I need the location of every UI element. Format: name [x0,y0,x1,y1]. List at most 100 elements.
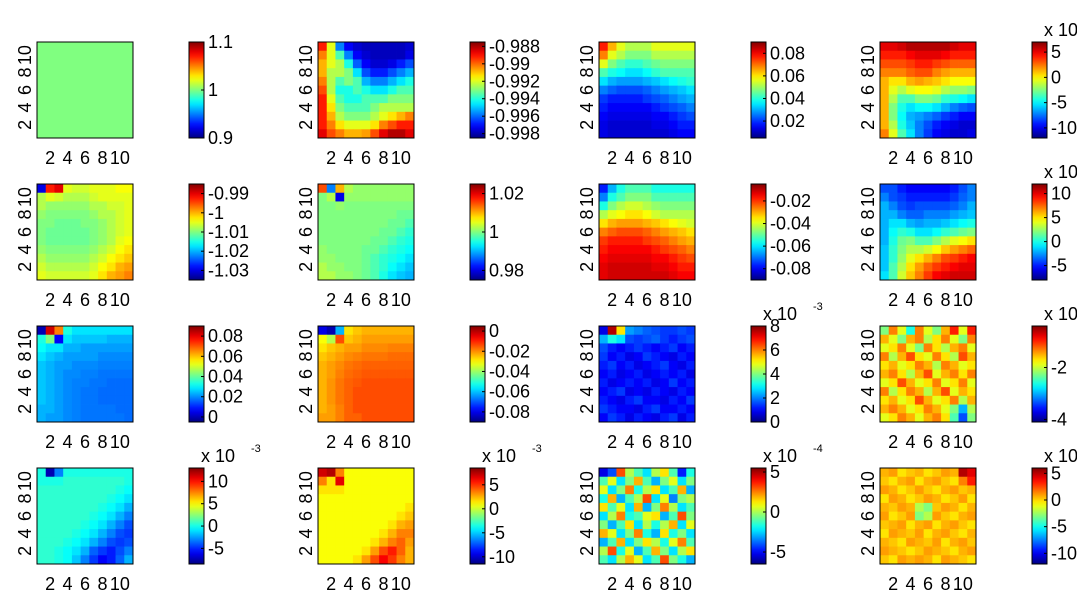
heatmap-cell [37,85,47,95]
heatmap-cell [897,129,907,139]
heatmap-cell [71,262,82,272]
heatmap-cell [607,42,617,52]
heatmap-cell [318,369,328,379]
heatmap-cell [686,218,696,229]
heatmap-cell [387,494,397,504]
heatmap-cell [607,520,617,530]
heatmap-cell [888,253,898,263]
heatmap-cell [888,485,898,495]
heatmap-cell [668,103,678,113]
heatmap-cell [888,546,898,556]
heatmap-cell [80,59,90,69]
heatmap-cell [124,192,134,202]
colorbar-tick-label: -0.02 [489,341,530,361]
heatmap-cell [642,511,652,521]
heatmap-cell [941,387,951,397]
heatmap-cell [967,378,977,388]
heatmap-cell [370,529,380,539]
heatmap-cell [115,546,125,556]
heatmap-cell [379,413,389,423]
heatmap-cell [89,395,99,405]
heatmap-cell [335,511,345,521]
heatmap-cell [396,395,406,405]
heatmap-cell [370,326,380,336]
heatmap-cell [888,120,898,130]
heatmap-cell [897,537,907,547]
heatmap-cell [124,511,134,521]
heatmap-cell [106,120,116,130]
heatmap-cell [405,326,415,336]
heatmap-cell [387,352,397,362]
heatmap-cell [949,50,959,60]
heatmap-cell [932,404,942,414]
heatmap-cell [115,555,125,565]
heatmap-cell [326,111,336,121]
heatmap-cell [405,201,415,211]
heatmap-cell [607,369,617,379]
y-tick-label: 4 [296,386,316,396]
heatmap-cell [45,468,55,478]
heatmap-cell [880,369,890,379]
heatmap-cell [914,334,925,344]
heatmap-cell [124,395,134,405]
heatmap-cell [686,103,696,113]
heatmap-cell [668,404,678,414]
heatmap-cell [344,485,354,495]
heatmap-cell [599,218,609,229]
heatmap-cell [660,369,670,379]
heatmap-cell [958,245,968,255]
y-tick-label: 4 [858,102,878,112]
heatmap-cell [45,485,55,495]
heatmap-cell [958,253,968,263]
heatmap-cell [387,468,397,478]
heatmap-cell [642,94,652,104]
heatmap-cell [318,404,328,414]
heatmap-cell [651,236,661,246]
heatmap-cell [949,352,959,362]
y-tick-label: 8 [296,352,316,362]
heatmap-cell [668,236,678,246]
x-tick-label: 4 [344,148,354,168]
colorbar [1031,183,1048,281]
heatmap-cell [949,271,959,281]
heatmap-cell [677,360,687,371]
heatmap-cell [124,520,134,530]
heatmap-cell [625,94,635,104]
x-tick-label: 8 [97,432,107,452]
heatmap-cell [124,59,134,69]
colorbar-tick-label: 0 [208,407,218,427]
heatmap-cell [651,245,661,255]
heatmap-cell [379,271,389,281]
heatmap-cell [949,468,959,478]
y-tick-label: 8 [577,352,597,362]
heatmap-cell [71,520,82,530]
heatmap-cell [37,201,47,211]
heatmap-cell [660,85,670,95]
y-tick-label: 8 [15,494,35,504]
heatmap-cell [677,184,687,194]
heatmap-cell [949,253,959,263]
heatmap-cell [941,253,951,263]
heatmap-cell [335,360,345,371]
heatmap-cell [941,555,951,565]
heatmap-cell [405,520,415,530]
heatmap-cell [914,404,925,414]
heatmap-cell [352,529,363,539]
heatmap-cell [318,218,328,229]
y-tick-label: 2 [296,546,316,556]
heatmap-cell [625,201,635,211]
heatmap-cell [651,192,661,202]
heatmap-cell [897,103,907,113]
heatmap-cell [124,236,134,246]
heatmap-cell [677,201,687,211]
heatmap-cell [949,262,959,272]
heatmap-cell [660,103,670,113]
heatmap-cell [54,468,64,478]
heatmap-cell [89,360,99,371]
heatmap-cell [941,511,951,521]
heatmap-cell [335,103,345,113]
heatmap-cell [923,103,933,113]
heatmap-cell [897,555,907,565]
